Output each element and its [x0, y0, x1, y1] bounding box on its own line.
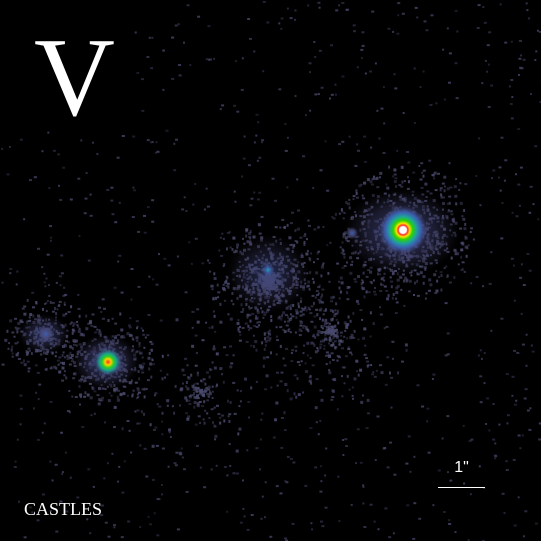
- companion-blob-left: [39, 327, 53, 341]
- faint-quasar-image: [94, 348, 122, 376]
- credit-label: CASTLES: [24, 499, 103, 519]
- companion-blob: [346, 227, 358, 239]
- scale-label: 1": [454, 459, 469, 476]
- band-label: V: [34, 16, 115, 140]
- bright-quasar-image: [379, 206, 427, 254]
- scale-bar: 1": [438, 460, 485, 490]
- scale-line: [438, 487, 485, 488]
- lens-galaxy: [261, 263, 275, 277]
